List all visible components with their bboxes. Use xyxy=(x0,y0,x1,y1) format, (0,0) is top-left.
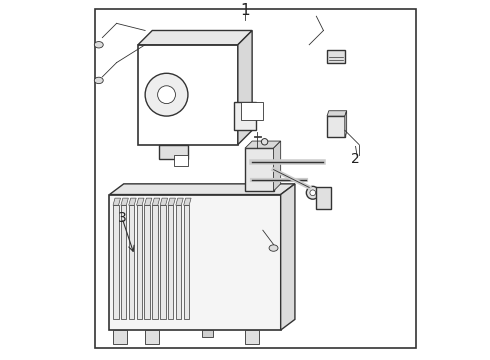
Bar xyxy=(129,205,134,319)
Bar xyxy=(121,205,126,319)
Circle shape xyxy=(158,86,175,104)
Circle shape xyxy=(310,190,316,195)
Circle shape xyxy=(261,139,268,145)
Bar xyxy=(234,102,256,130)
Polygon shape xyxy=(152,198,160,205)
Text: 2: 2 xyxy=(351,152,360,166)
Bar xyxy=(145,205,150,319)
Polygon shape xyxy=(345,111,346,138)
Bar xyxy=(109,194,281,330)
Polygon shape xyxy=(168,198,175,205)
Bar xyxy=(168,205,173,319)
Polygon shape xyxy=(109,184,295,194)
Polygon shape xyxy=(245,330,259,345)
Bar xyxy=(176,205,181,319)
Circle shape xyxy=(145,73,188,116)
Polygon shape xyxy=(113,330,127,345)
Polygon shape xyxy=(113,198,121,205)
Polygon shape xyxy=(245,141,281,148)
Polygon shape xyxy=(238,31,252,145)
Bar xyxy=(152,205,158,319)
Bar xyxy=(113,205,119,319)
Polygon shape xyxy=(129,198,136,205)
Bar xyxy=(242,102,263,120)
Bar xyxy=(202,330,213,337)
Polygon shape xyxy=(145,198,152,205)
Bar xyxy=(137,205,142,319)
Bar xyxy=(138,45,238,145)
Polygon shape xyxy=(273,141,281,191)
Bar xyxy=(173,155,188,166)
Polygon shape xyxy=(138,31,252,45)
Bar xyxy=(184,205,189,319)
Bar xyxy=(245,148,273,191)
Text: 1: 1 xyxy=(240,3,250,18)
Polygon shape xyxy=(176,198,183,205)
Polygon shape xyxy=(281,184,295,330)
Polygon shape xyxy=(145,330,159,345)
Polygon shape xyxy=(184,198,191,205)
Ellipse shape xyxy=(269,245,278,251)
Bar xyxy=(160,205,166,319)
Polygon shape xyxy=(160,198,168,205)
Circle shape xyxy=(306,186,319,199)
Bar xyxy=(159,145,188,159)
Polygon shape xyxy=(137,198,144,205)
Bar xyxy=(317,188,331,209)
Polygon shape xyxy=(121,198,128,205)
Text: 3: 3 xyxy=(118,211,126,225)
Ellipse shape xyxy=(94,41,103,48)
Polygon shape xyxy=(327,111,346,116)
Ellipse shape xyxy=(94,77,103,84)
Bar xyxy=(327,50,345,63)
Bar xyxy=(327,116,345,138)
